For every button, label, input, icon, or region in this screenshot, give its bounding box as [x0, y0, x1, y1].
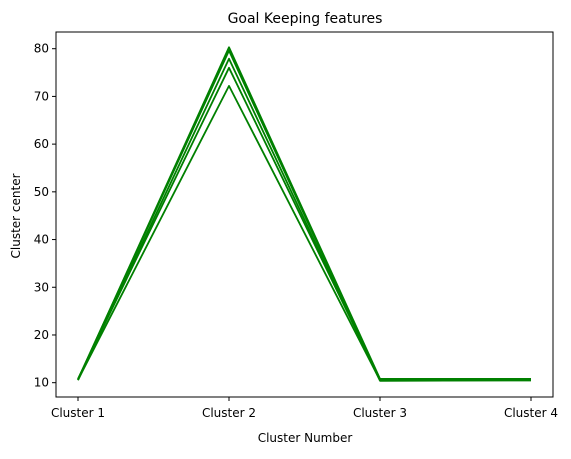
plot-area: 10 20 30 40 50 60 70 80 Cluster 1 Cluster 2 Cluste… [34, 31, 558, 420]
y-tick-label-10: 10 [34, 376, 49, 390]
y-tick-label-20: 20 [34, 328, 49, 342]
series-line-4 [77, 66, 532, 381]
series-line-2 [77, 49, 532, 381]
y-tick-label-40: 40 [34, 233, 49, 247]
x-tick-label-2: Cluster 2 [202, 406, 256, 420]
series-line-3 [77, 57, 532, 382]
y-tick-label-80: 80 [34, 42, 49, 56]
series-line-5 [77, 85, 531, 382]
x-tick-label-1: Cluster 1 [51, 406, 105, 420]
x-tick-label-4: Cluster 4 [504, 406, 558, 420]
y-tick-label-70: 70 [34, 89, 49, 103]
x-tick-label-3: Cluster 3 [353, 406, 407, 420]
chart-title: Goal Keeping features [228, 11, 383, 27]
y-axis-label: Cluster center [9, 173, 23, 258]
y-tick-label-60: 60 [34, 137, 49, 151]
y-tick-label-50: 50 [34, 185, 49, 199]
x-axis-label: Cluster Number [258, 431, 353, 445]
y-tick-label-30: 30 [34, 280, 49, 294]
axes-frame [55, 31, 554, 398]
